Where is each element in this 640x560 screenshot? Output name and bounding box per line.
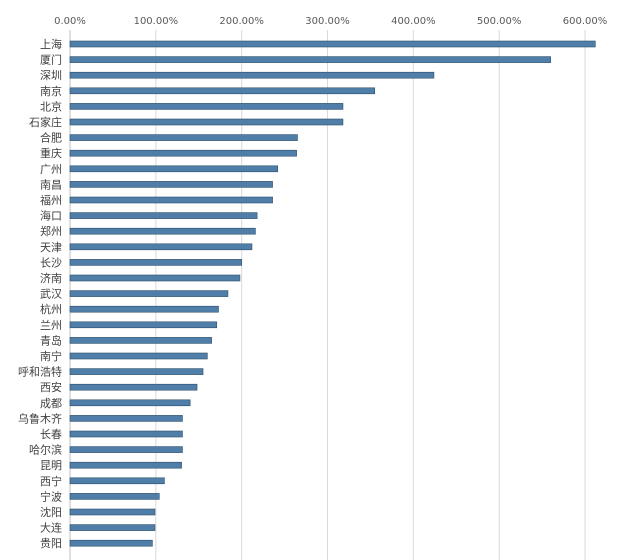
bar: [69, 71, 435, 79]
bar: [69, 430, 183, 438]
category-label: 郑州: [40, 224, 62, 238]
category-label: 乌鲁木齐: [18, 411, 62, 425]
bar: [69, 134, 298, 141]
bar: [69, 399, 191, 407]
bar-layer: [69, 40, 596, 547]
category-label: 杭州: [40, 302, 62, 316]
bar: [69, 493, 160, 500]
category-label: 西宁: [40, 474, 62, 488]
category-label: 哈尔滨: [29, 443, 62, 457]
bar: [69, 40, 596, 48]
category-label: 石家庄: [29, 115, 62, 129]
bar: [69, 337, 212, 344]
category-label: 呼和浩特: [18, 365, 62, 379]
category-label: 厦门: [40, 53, 62, 67]
category-label: 福州: [40, 193, 62, 207]
bar: [69, 87, 376, 95]
bar: [69, 227, 256, 235]
category-label: 合肥: [40, 131, 62, 145]
category-label: 成都: [40, 397, 62, 410]
bar: [69, 149, 297, 157]
bar: [69, 321, 218, 329]
bar: [69, 103, 344, 110]
category-label: 长春: [40, 428, 62, 441]
category-label: 济南: [40, 271, 62, 285]
category-label: 深圳: [40, 69, 62, 82]
category-label: 兰州: [40, 319, 62, 332]
category-label: 贵阳: [40, 537, 62, 550]
category-label: 天津: [40, 241, 62, 254]
x-tick-label: 600.00%: [563, 16, 608, 27]
category-label: 重庆: [40, 146, 62, 160]
bar: [69, 446, 183, 453]
category-label: 青岛: [40, 333, 62, 347]
category-label: 上海: [40, 37, 62, 51]
bar: [69, 368, 204, 375]
bar: [69, 305, 219, 313]
x-tick-label: 0.00%: [54, 16, 86, 27]
bar: [69, 181, 273, 188]
bar: [69, 415, 183, 422]
bar: [69, 539, 153, 547]
x-tick-label: 100.00%: [134, 16, 179, 27]
category-label: 海口: [40, 209, 62, 223]
x-tick-label: 500.00%: [477, 16, 522, 27]
bar: [69, 212, 258, 219]
bar: [69, 352, 208, 360]
category-label: 大连: [40, 521, 62, 535]
bar: [69, 461, 182, 469]
x-tick-label: 300.00%: [305, 16, 350, 27]
bar: [69, 274, 241, 282]
bar: [69, 290, 229, 297]
bar: [69, 196, 273, 204]
bar: [69, 243, 253, 251]
category-label: 北京: [40, 99, 62, 113]
category-label: 广州: [40, 163, 62, 176]
bar: [69, 165, 279, 173]
category-label: 南宁: [40, 349, 62, 363]
x-tick-label: 400.00%: [391, 16, 436, 27]
category-label: 长沙: [40, 256, 62, 269]
bar: [69, 508, 156, 516]
category-label: 宁波: [40, 489, 62, 503]
bar: [69, 383, 198, 391]
category-label: 西安: [40, 380, 62, 394]
category-label: 沈阳: [40, 505, 62, 519]
category-label: 南京: [40, 84, 62, 98]
grid-layer: [69, 30, 586, 560]
category-label: 武汉: [40, 288, 62, 301]
x-tick-label: 200.00%: [219, 16, 264, 27]
bar: [69, 524, 156, 531]
bar: [69, 118, 344, 126]
category-label: 昆明: [40, 459, 62, 472]
bar: [69, 259, 242, 266]
label-layer: 上海厦门深圳南京北京石家庄合肥重庆广州南昌福州海口郑州天津长沙济南武汉杭州兰州青…: [18, 37, 62, 550]
bar: [69, 56, 551, 63]
category-label: 南昌: [40, 178, 62, 191]
bar: [69, 477, 165, 485]
